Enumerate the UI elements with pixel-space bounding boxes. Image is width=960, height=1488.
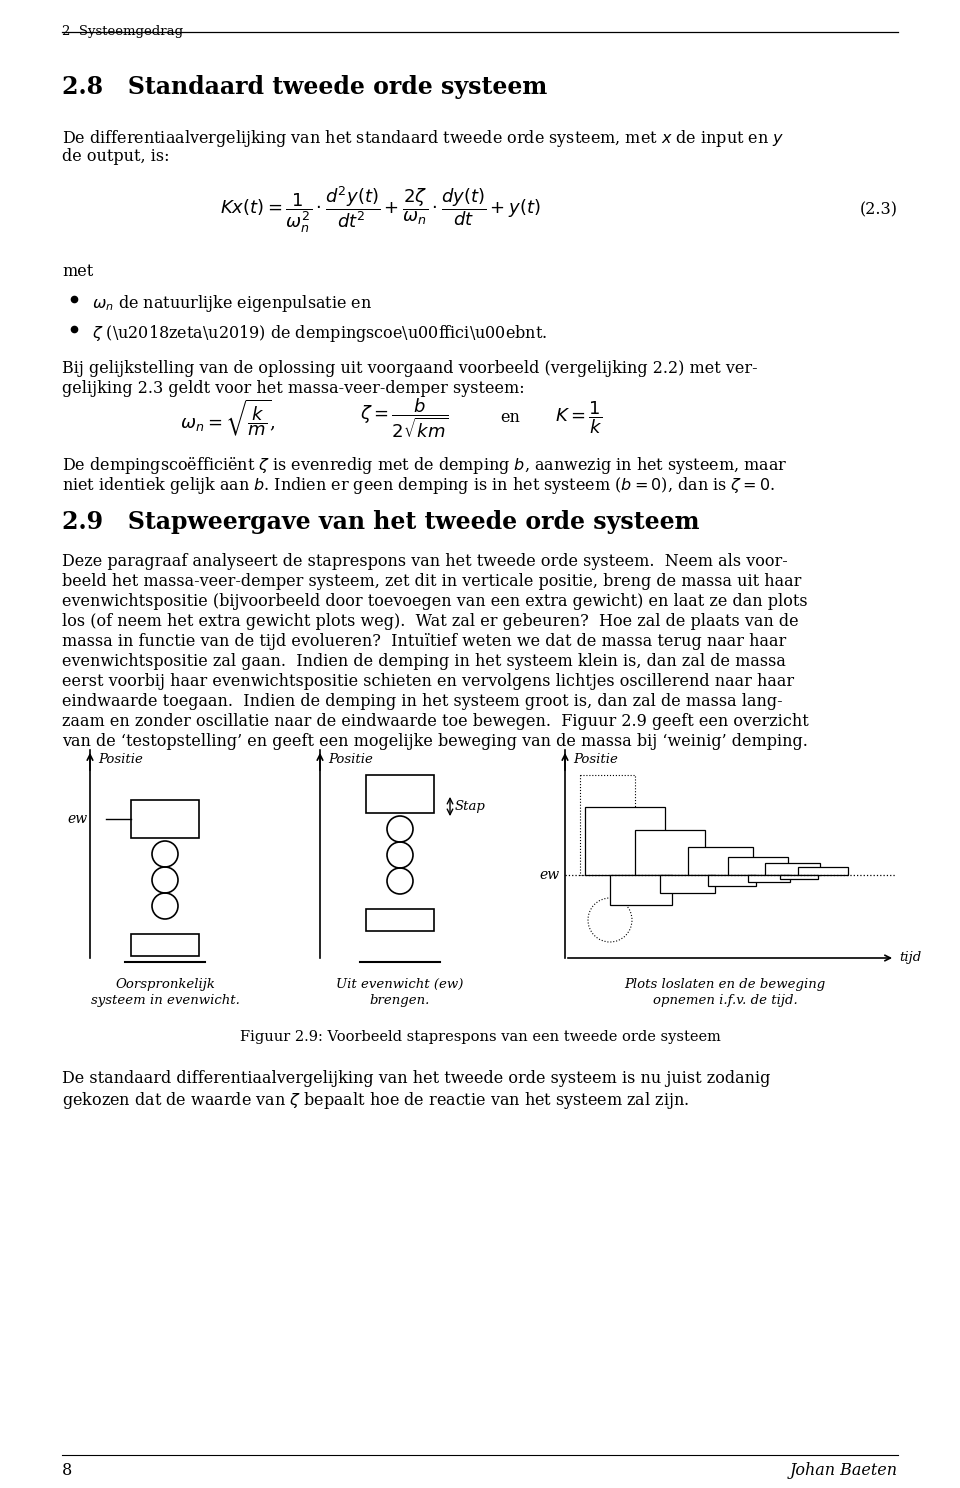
Text: 2.8   Standaard tweede orde systeem: 2.8 Standaard tweede orde systeem bbox=[62, 74, 547, 100]
Text: $\zeta$ (\u2018zeta\u2019) de dempingscoe\u00ffici\u00ebnt.: $\zeta$ (\u2018zeta\u2019) de dempingsco… bbox=[92, 323, 547, 344]
Bar bbox=[708, 875, 756, 885]
Text: Uit evenwicht (ew): Uit evenwicht (ew) bbox=[336, 978, 464, 991]
Text: Bij gelijkstelling van de oplossing uit voorgaand voorbeeld (vergelijking 2.2) m: Bij gelijkstelling van de oplossing uit … bbox=[62, 360, 757, 376]
Bar bbox=[765, 863, 820, 875]
Text: zaam en zonder oscillatie naar de eindwaarde toe bewegen.  Figuur 2.9 geeft een : zaam en zonder oscillatie naar de eindwa… bbox=[62, 713, 808, 731]
Text: tijd: tijd bbox=[899, 951, 922, 964]
Text: (2.3): (2.3) bbox=[860, 201, 898, 219]
Text: Plots loslaten en de beweging: Plots loslaten en de beweging bbox=[624, 978, 826, 991]
Text: Deze paragraaf analyseert de staprespons van het tweede orde systeem.  Neem als : Deze paragraaf analyseert de staprespons… bbox=[62, 554, 788, 570]
Text: Stap: Stap bbox=[455, 801, 486, 812]
Text: niet identiek gelijk aan $b$. Indien er geen demping is in het systeem ($b = 0$): niet identiek gelijk aan $b$. Indien er … bbox=[62, 475, 775, 496]
Bar bbox=[366, 775, 434, 812]
Bar bbox=[131, 934, 199, 955]
Text: brengen.: brengen. bbox=[370, 994, 430, 1007]
Text: gekozen dat de waarde van $\zeta$ bepaalt hoe de reactie van het systeem zal zij: gekozen dat de waarde van $\zeta$ bepaal… bbox=[62, 1091, 689, 1112]
Text: $Kx(t) = \dfrac{1}{\omega_n^2} \cdot \dfrac{d^2y(t)}{dt^2} + \dfrac{2\zeta}{\ome: $Kx(t) = \dfrac{1}{\omega_n^2} \cdot \df… bbox=[220, 185, 540, 235]
Bar bbox=[798, 868, 848, 875]
Text: gelijking 2.3 geldt voor het massa-veer-demper systeem:: gelijking 2.3 geldt voor het massa-veer-… bbox=[62, 379, 524, 397]
Text: ew: ew bbox=[68, 812, 88, 826]
Text: 8: 8 bbox=[62, 1463, 72, 1479]
Bar bbox=[780, 875, 818, 879]
Text: Positie: Positie bbox=[98, 753, 143, 766]
Text: met: met bbox=[62, 263, 93, 280]
Text: evenwichtspositie (bijvoorbeeld door toevoegen van een extra gewicht) en laat ze: evenwichtspositie (bijvoorbeeld door toe… bbox=[62, 594, 807, 610]
Text: $\omega_n$ de natuurlijke eigenpulsatie en: $\omega_n$ de natuurlijke eigenpulsatie … bbox=[92, 293, 372, 314]
Bar bbox=[688, 847, 753, 875]
Text: 2.9   Stapweergave van het tweede orde systeem: 2.9 Stapweergave van het tweede orde sys… bbox=[62, 510, 700, 534]
Text: De dempingscoëfficiënt $\zeta$ is evenredig met de demping $b$, aanwezig in het : De dempingscoëfficiënt $\zeta$ is evenre… bbox=[62, 455, 787, 476]
Text: los (of neem het extra gewicht plots weg).  Wat zal er gebeuren?  Hoe zal de pla: los (of neem het extra gewicht plots weg… bbox=[62, 613, 799, 629]
Bar bbox=[610, 875, 672, 905]
Text: van de ‘testopstelling’ en geeft een mogelijke beweging van de massa bij ‘weinig: van de ‘testopstelling’ en geeft een mog… bbox=[62, 734, 808, 750]
Bar bbox=[366, 909, 434, 931]
Bar bbox=[131, 801, 199, 838]
Bar bbox=[585, 806, 665, 875]
Text: ew: ew bbox=[540, 868, 560, 882]
Text: eindwaarde toegaan.  Indien de demping in het systeem groot is, dan zal de massa: eindwaarde toegaan. Indien de demping in… bbox=[62, 693, 782, 710]
Text: systeem in evenwicht.: systeem in evenwicht. bbox=[90, 994, 239, 1007]
Text: evenwichtspositie zal gaan.  Indien de demping in het systeem klein is, dan zal : evenwichtspositie zal gaan. Indien de de… bbox=[62, 653, 786, 670]
Text: en: en bbox=[500, 409, 520, 427]
Text: opnemen i.f.v. de tijd.: opnemen i.f.v. de tijd. bbox=[653, 994, 798, 1007]
Text: De differentiaalvergelijking van het standaard tweede orde systeem, met $x$ de i: De differentiaalvergelijking van het sta… bbox=[62, 128, 784, 149]
Text: de output, is:: de output, is: bbox=[62, 147, 170, 165]
Text: $K = \dfrac{1}{k}$: $K = \dfrac{1}{k}$ bbox=[555, 400, 603, 436]
Text: Oorspronkelijk: Oorspronkelijk bbox=[115, 978, 215, 991]
Bar bbox=[748, 875, 790, 882]
Text: $\omega_n = \sqrt{\dfrac{k}{m}}$,: $\omega_n = \sqrt{\dfrac{k}{m}}$, bbox=[180, 397, 276, 439]
Bar bbox=[580, 775, 635, 875]
Text: Positie: Positie bbox=[573, 753, 618, 766]
Text: De standaard differentiaalvergelijking van het tweede orde systeem is nu juist z: De standaard differentiaalvergelijking v… bbox=[62, 1070, 770, 1088]
Bar bbox=[728, 857, 788, 875]
Bar bbox=[635, 830, 705, 875]
Text: $\zeta = \dfrac{b}{2\sqrt{km}}$: $\zeta = \dfrac{b}{2\sqrt{km}}$ bbox=[360, 396, 449, 440]
Text: Johan Baeten: Johan Baeten bbox=[790, 1463, 898, 1479]
Bar bbox=[660, 875, 715, 893]
Text: Figuur 2.9: Voorbeeld staprespons van een tweede orde systeem: Figuur 2.9: Voorbeeld staprespons van ee… bbox=[240, 1030, 720, 1045]
Text: massa in functie van de tijd evolueren?  Intuïtief weten we dat de massa terug n: massa in functie van de tijd evolueren? … bbox=[62, 632, 786, 650]
Text: 2  Systeemgedrag: 2 Systeemgedrag bbox=[62, 25, 183, 39]
Text: eerst voorbij haar evenwichtspositie schieten en vervolgens lichtjes oscillerend: eerst voorbij haar evenwichtspositie sch… bbox=[62, 673, 794, 690]
Text: Positie: Positie bbox=[328, 753, 372, 766]
Text: beeld het massa-veer-demper systeem, zet dit in verticale positie, breng de mass: beeld het massa-veer-demper systeem, zet… bbox=[62, 573, 802, 591]
